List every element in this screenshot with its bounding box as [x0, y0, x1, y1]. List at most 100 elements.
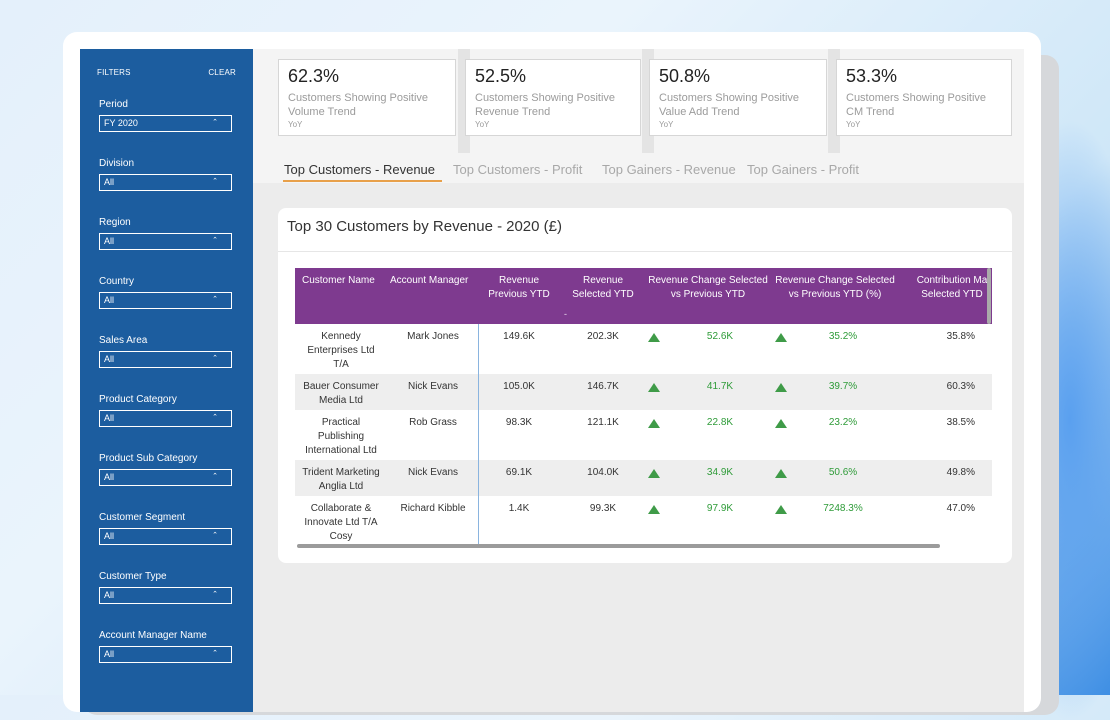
cell-manager: Nick Evans	[407, 467, 458, 478]
division-select[interactable]: All ⌃	[99, 174, 232, 191]
col-revenue-selected-ytd[interactable]: Revenue Selected YTD	[572, 275, 634, 300]
tab-top-gainers-profit[interactable]: Top Gainers - Profit	[747, 162, 859, 177]
filter-label: Sales Area	[99, 335, 148, 346]
up-triangle-icon	[648, 419, 660, 428]
kpi-sub: YoY	[659, 120, 674, 129]
top-customers-panel: Top 30 Customers by Revenue -2020 (£) Cu…	[278, 208, 1012, 563]
kpi-caption: Customers Showing Positive Volume Trend	[288, 92, 429, 118]
kpi-strip: 62.3% Customers Showing Positive Volume …	[253, 49, 1024, 153]
select-value: All	[104, 413, 115, 423]
cell-customer: Trident Marketing Anglia Ltd	[302, 467, 380, 492]
main-area: 62.3% Customers Showing Positive Volume …	[253, 49, 1024, 712]
horizontal-scrollbar[interactable]	[297, 544, 940, 548]
kpi-sub: YoY	[475, 120, 490, 129]
dashboard-card: FILTERS CLEAR Period FY 2020 ⌃ Division A…	[63, 32, 1041, 712]
filter-label: Division	[99, 158, 135, 169]
panel-title: Top 30 Customers by Revenue -2020 (£)	[287, 218, 562, 235]
account-manager-select[interactable]: All ⌃	[99, 646, 232, 663]
filter-country: Country All ⌃	[99, 276, 232, 309]
cell-customer: Practical Publishing International Ltd	[305, 417, 377, 456]
cell-rev-change: 41.7K	[706, 381, 734, 392]
filter-sales-area: Sales Area All ⌃	[99, 335, 232, 368]
cell-rev-change-pct: 23.2%	[828, 417, 858, 428]
table-row[interactable]: Trident Marketing Anglia Ltd Nick Evans …	[295, 460, 992, 496]
kpi-volume-trend: 62.3% Customers Showing Positive Volume …	[278, 59, 456, 136]
cell-rev-change-pct: 50.6%	[828, 467, 858, 478]
cell-customer: Bauer Consumer Media Ltd	[303, 381, 379, 406]
cell-manager: Mark Jones	[407, 331, 459, 342]
up-triangle-icon	[775, 469, 787, 478]
kpi-cm-trend: 53.3% Customers Showing Positive CM Tren…	[836, 59, 1012, 136]
chevron-down-icon: ⌃	[212, 355, 218, 362]
tab-top-gainers-revenue[interactable]: Top Gainers - Revenue	[602, 162, 736, 177]
filter-region: Region All ⌃	[99, 217, 232, 250]
filter-label: Customer Type	[99, 571, 167, 582]
kpi-caption: Customers Showing Positive Value Add Tre…	[659, 92, 800, 118]
up-triangle-icon	[775, 505, 787, 514]
up-triangle-icon	[648, 505, 660, 514]
frozen-column-divider	[478, 324, 479, 545]
cell-rev-change-pct: 7248.3%	[823, 503, 863, 514]
cell-rev-prev: 105.0K	[503, 381, 535, 392]
tab-bar: Top Customers - Revenue Top Customers - …	[253, 153, 1024, 183]
product-category-select[interactable]: All ⌃	[99, 410, 232, 427]
filters-label: FILTERS	[97, 68, 131, 77]
filter-label: Customer Segment	[99, 512, 186, 523]
cell-contribution: 38.5%	[946, 417, 975, 428]
select-value: All	[104, 472, 115, 482]
table-row[interactable]: Kennedy Enterprises Ltd T/A Mark Jones 1…	[295, 324, 992, 374]
col-revenue-change[interactable]: Revenue Change Selected vs Previous YTD	[648, 275, 768, 300]
cell-rev-change-pct: 35.2%	[828, 331, 858, 342]
sales-area-select[interactable]: All ⌃	[99, 351, 232, 368]
filter-label: Product Category	[99, 394, 177, 405]
col-revenue-change-pct[interactable]: Revenue Change Selected vs Previous YTD …	[775, 275, 895, 300]
vertical-scrollbar[interactable]	[987, 268, 991, 324]
region-select[interactable]: All ⌃	[99, 233, 232, 250]
customer-segment-select[interactable]: All ⌃	[99, 528, 232, 545]
filter-label: Period	[99, 99, 128, 110]
product-sub-category-select[interactable]: All ⌃	[99, 469, 232, 486]
table-row[interactable]: Collaborate & Innovate Ltd T/A Cosy Rich…	[295, 496, 992, 545]
cell-rev-sel: 99.3K	[589, 503, 617, 514]
kpi-value: 52.5%	[475, 66, 527, 86]
panel-divider	[278, 251, 1012, 252]
kpi-sub: YoY	[288, 120, 303, 129]
table-header: Customer Name Account Manager Revenue Pr…	[295, 268, 992, 324]
col-customer-name[interactable]: Customer Name	[302, 275, 375, 286]
cell-contribution: 49.8%	[946, 467, 975, 478]
country-select[interactable]: All ⌃	[99, 292, 232, 309]
cell-rev-change: 22.8K	[706, 417, 734, 428]
customer-type-select[interactable]: All ⌃	[99, 587, 232, 604]
sidebar-header: FILTERS CLEAR	[97, 68, 236, 77]
cell-rev-change-pct: 39.7%	[828, 381, 858, 392]
cell-manager: Nick Evans	[407, 381, 458, 392]
kpi-revenue-trend: 52.5% Customers Showing Positive Revenue…	[465, 59, 641, 136]
cell-contribution: 60.3%	[946, 381, 975, 392]
clear-button[interactable]: CLEAR	[208, 68, 236, 77]
filter-customer-type: Customer Type All ⌃	[99, 571, 232, 604]
kpi-value-add-trend: 50.8% Customers Showing Positive Value A…	[649, 59, 827, 136]
tab-top-customers-revenue[interactable]: Top Customers - Revenue	[284, 162, 436, 177]
chevron-down-icon: ⌃	[212, 650, 218, 657]
col-account-manager[interactable]: Account Manager	[390, 275, 469, 286]
col-revenue-previous-ytd[interactable]: Revenue Previous YTD	[488, 275, 550, 300]
kpi-sub: YoY	[846, 120, 861, 129]
period-select[interactable]: FY 2020 ⌃	[99, 115, 232, 132]
sort-indicator: -	[564, 309, 567, 319]
cell-contribution: 47.0%	[946, 503, 975, 514]
table-row[interactable]: Bauer Consumer Media Ltd Nick Evans 105.…	[295, 374, 992, 410]
filter-label: Country	[99, 276, 135, 287]
kpi-value: 50.8%	[659, 66, 711, 86]
filter-label: Region	[99, 217, 131, 228]
tab-top-customers-profit[interactable]: Top Customers - Profit	[453, 162, 583, 177]
active-tab-indicator	[283, 180, 442, 182]
up-triangle-icon	[775, 383, 787, 392]
cell-rev-prev: 149.6K	[503, 331, 535, 342]
filter-product-category: Product Category All ⌃	[99, 394, 232, 427]
up-triangle-icon	[648, 333, 660, 342]
chevron-down-icon: ⌃	[212, 296, 218, 303]
cell-rev-change: 52.6K	[706, 331, 734, 342]
filter-label: Account Manager Name	[99, 630, 207, 641]
col-contribution-margin[interactable]: Contribution Ma Selected YTD	[916, 275, 988, 300]
table-row[interactable]: Practical Publishing International Ltd R…	[295, 410, 992, 460]
